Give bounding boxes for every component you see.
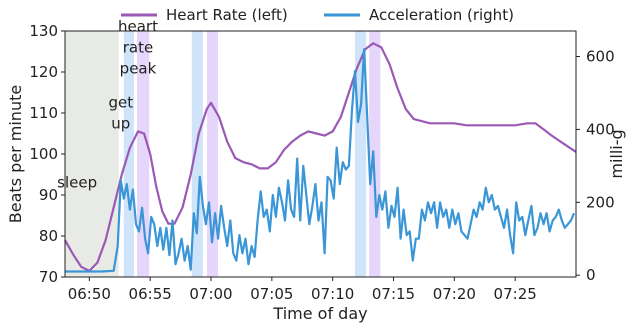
series-line [65,48,576,273]
legend: Heart Rate (left) Acceleration (right) [121,6,514,24]
x-tick-label: 07:25 [494,285,537,303]
x-tick-label: 06:55 [129,285,172,303]
annotation-label: heart [118,17,158,35]
legend-acceleration-label: Acceleration (right) [369,6,514,24]
y-axis-left: 70 80 90 100 110 120 130 [29,22,65,286]
y-tick-right-label: 0 [586,266,596,284]
x-axis-title: Time of day [272,304,367,323]
annotation-label: up [111,115,130,133]
x-axis: 06:50 06:55 07:00 07:05 07:10 07:15 07:20 07:25 [68,277,537,303]
heart-rate-series [64,42,577,272]
annotation-label: rate [123,38,153,56]
legend-heart-rate-label: Heart Rate (left) [166,6,288,24]
heart-rate-region [206,31,219,277]
y-tick-left-label: 110 [29,104,58,122]
annotation-label: sleep [57,174,97,192]
y-tick-left-label: 100 [29,145,58,163]
acceleration-region [191,31,203,277]
series-line [64,42,577,272]
y-tick-left-label: 130 [29,22,58,40]
shaded-regions [65,31,381,277]
y-tick-left-label: 80 [39,227,58,245]
y-axis-right-title: milli-g [607,129,626,178]
heart-rate-region [369,31,381,277]
annotation-label: peak [120,59,157,77]
y-tick-left-label: 120 [29,63,58,81]
y-tick-left-label: 90 [39,186,58,204]
y-axis-right: 0 200 400 600 [576,48,615,284]
x-tick-label: 07:00 [189,285,232,303]
sleep-region [65,31,119,277]
x-tick-label: 07:05 [250,285,293,303]
x-tick-label: 07:10 [311,285,354,303]
y-tick-right-label: 200 [586,193,615,211]
x-tick-label: 07:15 [372,285,415,303]
y-axis-left-title: Beats per minute [6,85,25,223]
acceleration-series [65,48,576,273]
x-tick-label: 07:20 [433,285,476,303]
annotation-label: get [108,94,133,112]
y-tick-left-label: 70 [39,268,58,286]
x-tick-label: 06:50 [68,285,111,303]
y-tick-right-label: 400 [586,120,615,138]
acceleration-region [354,31,367,277]
y-tick-right-label: 600 [586,48,615,66]
